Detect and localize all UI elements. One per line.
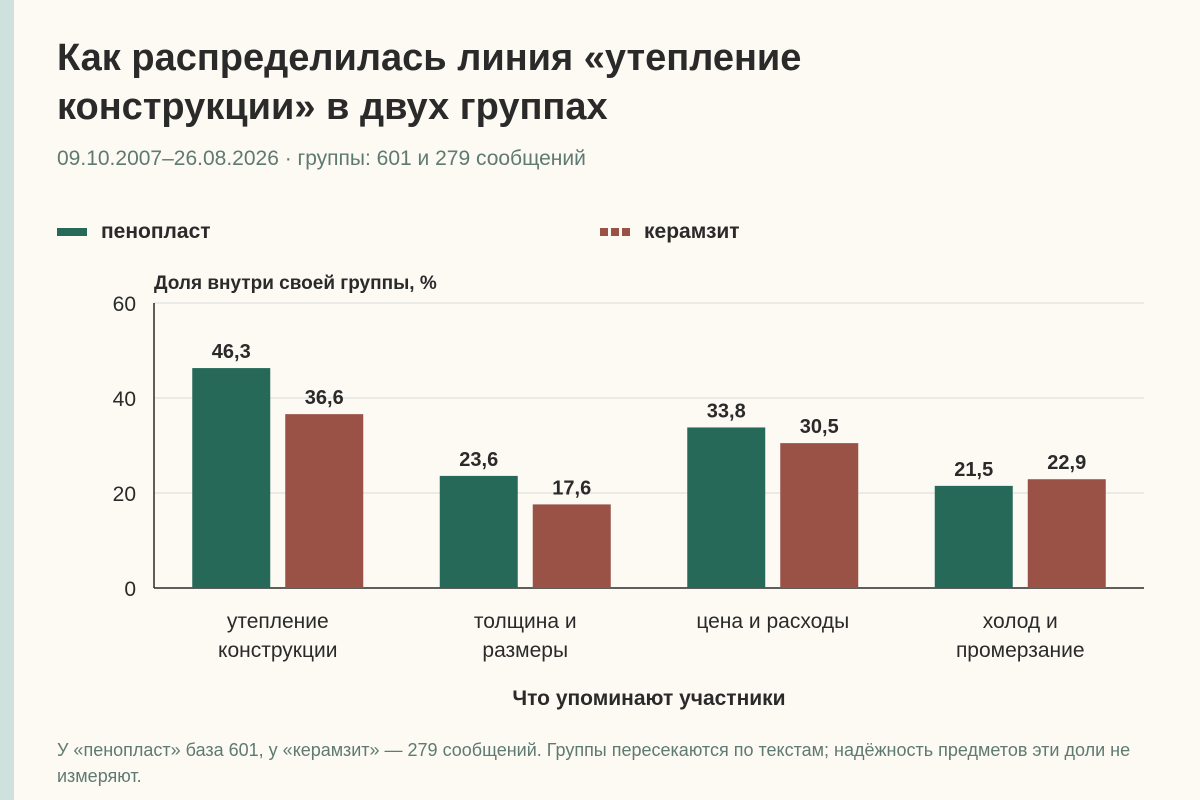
data-label-penoplast: 33,8 (707, 400, 746, 422)
bar-keramzit (780, 443, 859, 588)
footnote: У «пенопласт» база 601, у «керамзит» — 2… (57, 740, 1131, 786)
chart-subtitle: 09.10.2007–26.08.2026 · группы: 601 и 27… (57, 147, 586, 170)
legend-item-penoplast: пенопласт (57, 220, 211, 244)
y-axis-label: Доля внутри своей группы, % (154, 273, 437, 294)
legend-swatch-keramzit (600, 228, 630, 236)
legend-label-keramzit: керамзит (644, 220, 740, 243)
y-tick-label: 0 (124, 578, 136, 601)
bar-keramzit (1027, 479, 1106, 588)
x-tick-label: толщина и (474, 610, 577, 633)
x-tick-label: промерзание (956, 639, 1085, 662)
data-label-penoplast: 46,3 (212, 341, 251, 363)
legend-swatch-penoplast (57, 228, 87, 236)
x-tick-label: размеры (482, 639, 568, 662)
data-label-keramzit: 22,9 (1047, 452, 1086, 474)
bar-penoplast (439, 475, 518, 588)
data-label-penoplast: 23,6 (459, 449, 498, 471)
y-tick-label: 40 (113, 388, 136, 411)
bar-keramzit (285, 414, 364, 588)
bar-keramzit (532, 504, 611, 588)
data-label-keramzit: 36,6 (305, 387, 344, 409)
x-tick-label: цена и расходы (696, 610, 849, 633)
x-tick-label: утепление (227, 610, 329, 633)
data-label-keramzit: 17,6 (552, 477, 591, 499)
y-tick-label: 60 (113, 293, 136, 316)
legend-label-penoplast: пенопласт (101, 220, 211, 243)
chart-title: Как распределилась линия «утепление конс… (57, 37, 802, 128)
x-tick-label: конструкции (218, 639, 337, 662)
x-axis-label: Что упоминают участники (512, 687, 786, 710)
bar-penoplast (934, 485, 1013, 588)
bar-penoplast (687, 427, 766, 588)
y-tick-label: 20 (113, 483, 136, 506)
legend-item-keramzit: керамзит (600, 220, 740, 244)
left-accent-strip (0, 0, 14, 800)
data-label-keramzit: 30,5 (800, 416, 839, 438)
data-label-penoplast: 21,5 (954, 459, 993, 481)
bar-penoplast (192, 368, 271, 588)
x-tick-label: холод и (983, 610, 1058, 633)
